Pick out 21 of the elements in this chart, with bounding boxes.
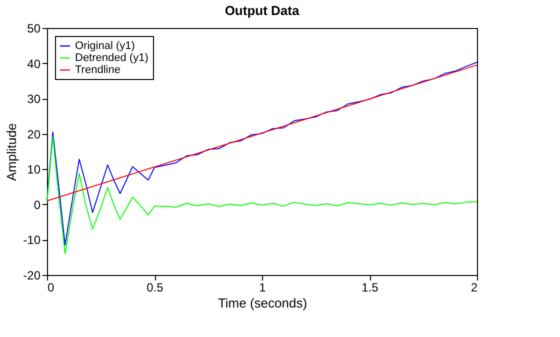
x-tick-label: 1 — [259, 280, 266, 294]
line-series — [46, 136, 478, 254]
y-tick-label: 30 — [27, 92, 41, 106]
y-tick-label: 0 — [34, 198, 41, 212]
y-axis-title: Amplitude — [4, 123, 20, 181]
x-tick-label: 2 — [470, 280, 478, 294]
legend-label: Original (y1) — [75, 40, 135, 52]
y-tick-label: 50 — [27, 22, 41, 36]
y-tick-label: -20 — [23, 268, 41, 282]
y-tick-label: 40 — [27, 56, 41, 71]
x-axis-title: Time (seconds) — [218, 296, 308, 310]
legend-label: Trendline — [75, 64, 120, 76]
y-tick-label: 20 — [27, 127, 41, 142]
legend-label: Detrended (y1) — [75, 52, 148, 64]
x-tick-label: 0 — [48, 280, 54, 294]
y-tick-label: 10 — [27, 162, 41, 177]
x-tick-label: 1.5 — [362, 280, 379, 294]
y-tick-label: -10 — [23, 233, 41, 248]
line-series — [46, 62, 478, 246]
chart-title: Output Data — [224, 3, 300, 18]
x-tick-label: 0.5 — [146, 280, 164, 294]
